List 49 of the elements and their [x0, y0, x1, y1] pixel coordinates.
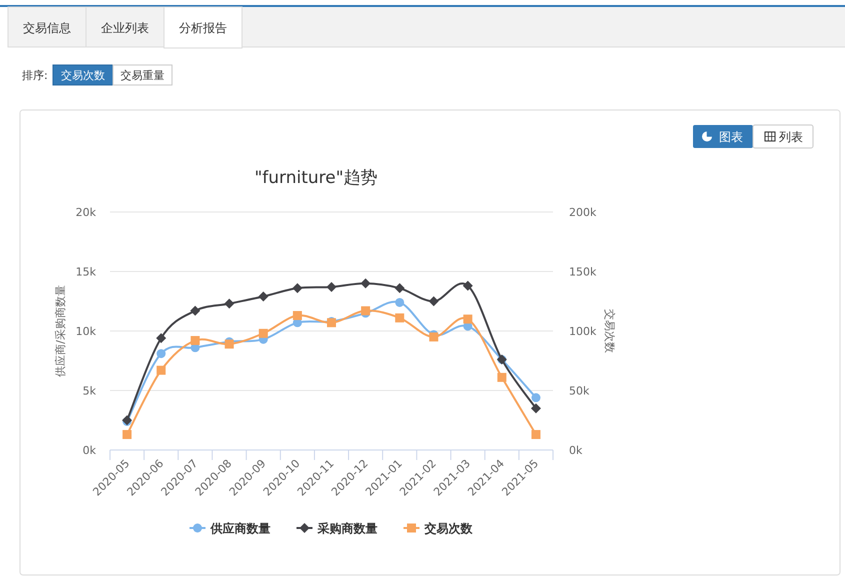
text: 企业列表 [101, 21, 149, 35]
point [292, 283, 302, 294]
point [531, 393, 540, 402]
point [224, 340, 234, 349]
point [531, 430, 540, 440]
y2-tick-label: 0k [569, 444, 583, 457]
point [361, 306, 370, 316]
y2-axis-title: 交易次数 [603, 309, 616, 353]
legend-label: 交易次数 [424, 522, 474, 536]
y-tick-label: 10k [76, 325, 97, 338]
text: 交易重量 [120, 69, 164, 82]
y-tick-label: 20k [76, 206, 97, 219]
point [190, 306, 200, 316]
point [394, 283, 405, 294]
point [463, 314, 472, 324]
point [530, 403, 541, 414]
point [360, 278, 371, 288]
point [497, 372, 506, 382]
y2-tick-label: 200k [569, 206, 597, 219]
y2-tick-label: 50k [569, 384, 590, 398]
text: 交易信息 [23, 21, 71, 35]
point [428, 296, 439, 306]
point [292, 311, 302, 320]
legend-label: 供应商数量 [210, 522, 270, 536]
point [156, 366, 166, 375]
point [190, 336, 200, 346]
y-tick-label: 5k [82, 384, 97, 398]
y2-tick-label: 100k [569, 325, 597, 338]
point [395, 313, 404, 322]
chart-title: "furniture"趋势 [254, 168, 378, 188]
y-axis-title: 供应商/采购商数量 [54, 285, 67, 377]
text: 列表 [779, 130, 803, 144]
point [122, 430, 132, 440]
y-tick-label: 15k [76, 266, 97, 278]
point [156, 333, 166, 344]
point [224, 298, 234, 309]
point [462, 280, 473, 291]
point [258, 291, 268, 302]
text: 分析报告 [179, 21, 227, 35]
point [156, 349, 166, 358]
legend-label: 采购商数量 [316, 522, 378, 536]
y-tick-label: 0k [82, 444, 97, 457]
text: 交易次数 [61, 69, 105, 82]
y2-tick-label: 150k [569, 266, 597, 278]
text: 排序: [22, 69, 48, 82]
point [326, 282, 336, 292]
point [258, 328, 268, 338]
point [395, 298, 404, 307]
text: 图表 [719, 130, 743, 144]
